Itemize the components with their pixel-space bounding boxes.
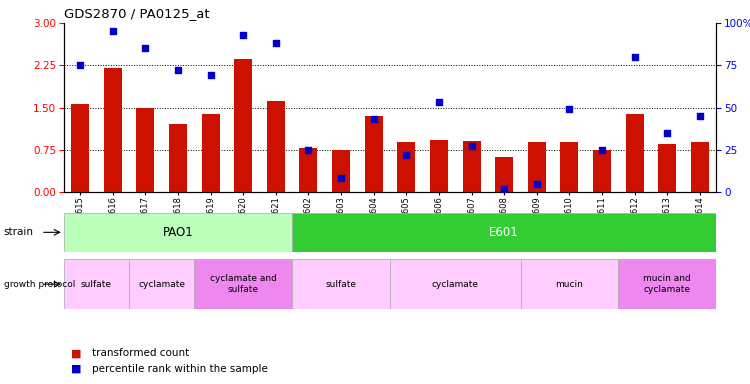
Bar: [169, 124, 187, 192]
Text: transformed count: transformed count: [92, 348, 190, 358]
Text: cyclamate and
sulfate: cyclamate and sulfate: [210, 275, 277, 294]
Point: [237, 32, 249, 38]
Point: [205, 72, 217, 78]
Bar: [528, 142, 546, 192]
Bar: [398, 142, 416, 192]
Text: E601: E601: [489, 226, 519, 239]
Text: percentile rank within the sample: percentile rank within the sample: [92, 364, 268, 374]
Bar: [292, 259, 390, 309]
Bar: [430, 140, 448, 192]
Bar: [390, 259, 520, 309]
Point: [74, 62, 86, 68]
Bar: [691, 142, 709, 192]
Text: mucin and
cyclamate: mucin and cyclamate: [644, 275, 692, 294]
Bar: [560, 142, 578, 192]
Point: [596, 147, 608, 153]
Bar: [64, 259, 129, 309]
Text: mucin: mucin: [556, 280, 584, 289]
Bar: [71, 104, 89, 192]
Bar: [463, 141, 481, 192]
Bar: [495, 157, 513, 192]
Point: [140, 45, 152, 51]
Point: [694, 113, 706, 119]
Point: [433, 99, 445, 106]
Point: [628, 54, 640, 60]
Point: [368, 116, 380, 122]
Bar: [618, 259, 716, 309]
Bar: [104, 68, 122, 192]
Text: PAO1: PAO1: [163, 226, 194, 239]
Text: strain: strain: [4, 227, 34, 237]
Bar: [658, 144, 676, 192]
Bar: [64, 213, 292, 252]
Bar: [332, 150, 350, 192]
Text: ■: ■: [71, 364, 82, 374]
Text: sulfate: sulfate: [326, 280, 356, 289]
Point: [106, 28, 118, 35]
Bar: [129, 259, 194, 309]
Point: [335, 175, 347, 182]
Point: [563, 106, 575, 112]
Bar: [593, 150, 611, 192]
Point: [531, 180, 543, 187]
Text: sulfate: sulfate: [81, 280, 112, 289]
Bar: [292, 213, 716, 252]
Bar: [202, 114, 220, 192]
Point: [466, 143, 478, 149]
Bar: [520, 259, 618, 309]
Text: GDS2870 / PA0125_at: GDS2870 / PA0125_at: [64, 7, 209, 20]
Point: [270, 40, 282, 46]
Text: ■: ■: [71, 348, 82, 358]
Text: growth protocol: growth protocol: [4, 280, 75, 289]
Point: [400, 152, 412, 158]
Bar: [364, 116, 382, 192]
Bar: [194, 259, 292, 309]
Point: [662, 130, 674, 136]
Point: [498, 185, 510, 192]
Bar: [234, 58, 252, 192]
Point: [302, 147, 314, 153]
Text: cyclamate: cyclamate: [432, 280, 478, 289]
Bar: [136, 108, 154, 192]
Bar: [626, 114, 644, 192]
Bar: [267, 101, 285, 192]
Bar: [299, 148, 317, 192]
Point: [172, 67, 184, 73]
Text: cyclamate: cyclamate: [138, 280, 185, 289]
